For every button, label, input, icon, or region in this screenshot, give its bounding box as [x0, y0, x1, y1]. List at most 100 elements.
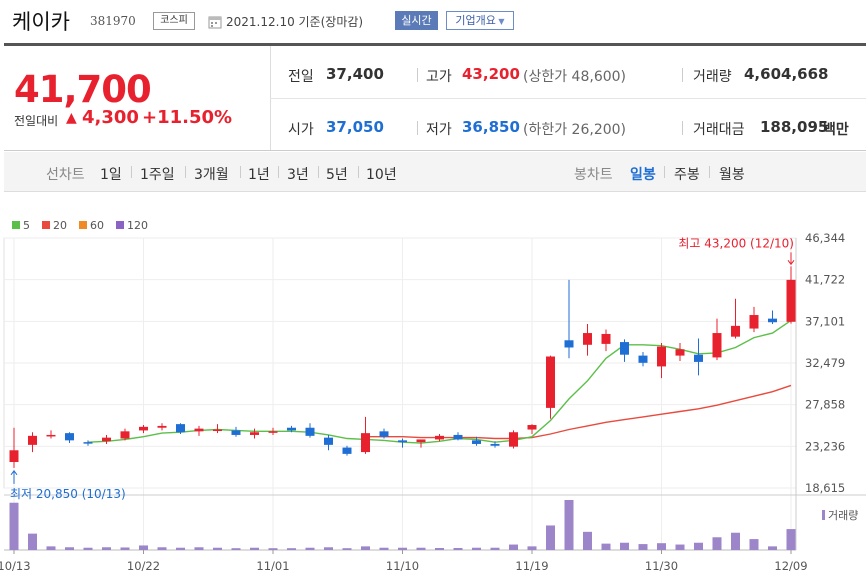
- x-tick-label: 11/10: [386, 559, 419, 573]
- header-divider: [4, 43, 866, 46]
- amount-unit: 백만: [823, 122, 849, 138]
- change-value: 4,300: [82, 107, 139, 128]
- upper-limit: (상한가 48,600): [523, 69, 627, 85]
- candles: [9, 266, 796, 468]
- volume-bar: [139, 545, 148, 550]
- volume-label: 거래량: [693, 69, 732, 85]
- volume-legend-label: 거래량: [828, 509, 858, 522]
- legend-swatch: [116, 221, 124, 229]
- candle-body: [139, 426, 148, 431]
- volume-bar: [250, 547, 259, 550]
- y-tick-label: 37,101: [805, 314, 845, 328]
- volume-bar: [28, 533, 37, 550]
- volume-bar: [731, 532, 740, 550]
- volume-bar: [564, 500, 574, 550]
- y-tick-label: 46,344: [805, 231, 845, 245]
- candle-body: [712, 333, 722, 358]
- candle-daily[interactable]: 일봉: [630, 167, 656, 183]
- divider: [318, 166, 319, 178]
- current-price: 41,700: [14, 68, 152, 111]
- period-bar: 선차트 1일 1주일 3개월 1년 3년 5년 10년 봉차트 일봉 주봉 월봉: [4, 152, 866, 192]
- volume-bar: [231, 548, 241, 550]
- volume-bar: [65, 547, 74, 550]
- ma20-line: [365, 384, 792, 440]
- divider: [664, 166, 665, 178]
- chart-grid: [3, 237, 866, 551]
- period-3m[interactable]: 3개월: [194, 167, 229, 183]
- period-5y[interactable]: 5년: [326, 167, 348, 183]
- realtime-button[interactable]: 실시간: [395, 11, 438, 30]
- legend-label: 60: [90, 219, 104, 232]
- as-of-date: 2021.12.10 기준(장마감): [226, 15, 364, 29]
- moving-average-lines: [87, 319, 792, 444]
- period-10y[interactable]: 10년: [366, 167, 397, 183]
- divider: [682, 121, 683, 135]
- volume-bar: [213, 547, 222, 550]
- volume-bar: [416, 547, 426, 550]
- company-name[interactable]: 케이카: [12, 10, 70, 34]
- candle-body: [601, 333, 611, 344]
- y-tick-label: 18,615: [805, 481, 845, 495]
- period-1y[interactable]: 1년: [248, 167, 270, 183]
- candle-body: [768, 318, 777, 323]
- candle-body: [83, 442, 93, 444]
- divider: [131, 166, 132, 178]
- high-annotation: 최고 43,200 (12/10): [678, 236, 794, 250]
- candle-body: [416, 439, 426, 443]
- legend-swatch: [12, 221, 20, 229]
- candle-body: [9, 450, 19, 462]
- y-axis: 46,344 41,722 37,101 32,479 27,858 23,236 18,6…: [805, 231, 845, 495]
- company-overview-dropdown[interactable]: 기업개요 ▼: [446, 11, 514, 30]
- volume-bar: [749, 539, 759, 550]
- candle-body: [657, 346, 666, 367]
- candle-body: [731, 325, 740, 337]
- candle-body: [46, 434, 56, 437]
- divider: [682, 68, 683, 82]
- volume-bars: 거래량: [9, 500, 858, 550]
- volume-bar: [675, 544, 685, 550]
- legend-swatch: [79, 221, 87, 229]
- volume-bar: [694, 542, 703, 550]
- line-chart-label: 선차트: [46, 167, 85, 183]
- candle-body: [28, 435, 37, 445]
- candle-body: [231, 430, 241, 435]
- chevron-down-icon: ▼: [495, 17, 505, 26]
- stock-code: 381970: [90, 14, 136, 28]
- volume-bar: [46, 546, 56, 550]
- prev-close-label: 전일: [288, 69, 314, 85]
- period-3y[interactable]: 3년: [287, 167, 309, 183]
- volume-bar: [583, 531, 592, 550]
- candle-weekly[interactable]: 주봉: [674, 167, 700, 183]
- candle-body: [157, 425, 167, 428]
- candle-monthly[interactable]: 월봉: [719, 167, 745, 183]
- divider: [417, 121, 418, 135]
- y-tick-label: 41,722: [805, 273, 845, 287]
- candle-body: [268, 431, 278, 433]
- volume-bar: [712, 537, 722, 550]
- candle-body: [250, 432, 259, 435]
- volume-bar: [102, 547, 111, 550]
- prev-close-value: 37,400: [326, 65, 384, 83]
- candle-body: [379, 431, 389, 437]
- x-tick-label: 10/13: [0, 559, 31, 573]
- y-tick-label: 23,236: [805, 439, 845, 453]
- candle-body: [120, 431, 130, 439]
- volume-bar: [379, 547, 389, 550]
- period-1w[interactable]: 1주일: [140, 167, 175, 183]
- candle-body: [102, 437, 111, 442]
- volume-bar: [361, 546, 370, 550]
- candle-body: [305, 427, 315, 436]
- volume-bar: [268, 548, 278, 550]
- price-chart[interactable]: 5 20 60 120 46,344 41,722 37,101 32,479 27,858 2…: [0, 210, 866, 580]
- period-1d[interactable]: 1일: [100, 167, 122, 183]
- candle-body: [583, 333, 592, 345]
- volume-bar: [527, 546, 537, 550]
- low-value: 36,850: [462, 118, 520, 136]
- candle-body: [194, 428, 204, 432]
- volume-bar: [176, 547, 185, 550]
- candle-body: [287, 427, 296, 431]
- market-badge: 코스피: [153, 12, 195, 30]
- volume-bar: [657, 543, 666, 550]
- volume-bar: [194, 547, 204, 550]
